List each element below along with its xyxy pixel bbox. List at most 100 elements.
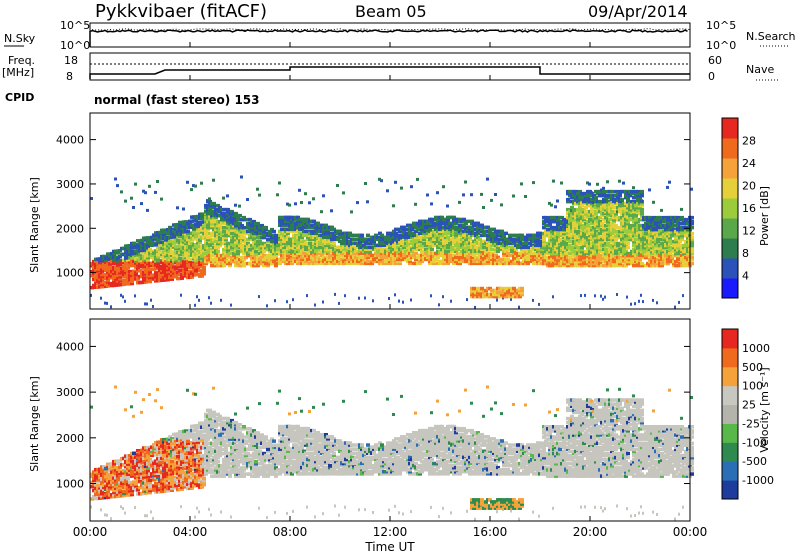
- range-gate-cell: [644, 233, 648, 238]
- range-gate-cell: [580, 193, 584, 198]
- range-gate-cell: [614, 199, 618, 204]
- range-gate-cell: [594, 211, 598, 216]
- range-gate-cell: [330, 225, 334, 230]
- range-gate-cell: [340, 235, 344, 240]
- range-gate-cell: [638, 299, 640, 303]
- range-gate-cell: [342, 245, 346, 250]
- range-gate-cell: [580, 235, 584, 240]
- range-gate-cell: [192, 227, 196, 231]
- range-gate-cell: [136, 261, 140, 265]
- range-gate-cell: [200, 274, 204, 278]
- range-gate-cell: [580, 219, 584, 224]
- range-gate-cell: [188, 259, 192, 263]
- range-gate-cell: [430, 255, 434, 260]
- range-gate-cell: [248, 217, 252, 222]
- range-gate-cell: [230, 227, 234, 232]
- range-gate-cell: [650, 251, 654, 256]
- range-gate-cell: [382, 241, 386, 246]
- range-gate-cell: [668, 237, 672, 242]
- range-gate-cell: [634, 233, 638, 238]
- range-gate-cell: [306, 294, 308, 298]
- range-gate-cell: [148, 269, 152, 274]
- range-gate-cell: [178, 230, 182, 235]
- range-gate-cell: [472, 241, 476, 246]
- range-gate-cell: [682, 251, 686, 256]
- range-gate-cell: [432, 261, 436, 266]
- range-gate-cell: [452, 241, 456, 246]
- range-gate-cell: [648, 257, 652, 262]
- range-gate-cell: [654, 229, 658, 234]
- range-gate-cell: [136, 257, 140, 261]
- range-gate-cell: [636, 231, 640, 236]
- range-gate-cell: [390, 253, 394, 258]
- range-gate-cell: [650, 229, 654, 234]
- range-gate-cell: [374, 233, 378, 238]
- range-gate-cell: [330, 237, 334, 242]
- range-gate-cell: [352, 233, 356, 238]
- range-gate-cell: [460, 241, 464, 246]
- range-gate-cell: [228, 213, 232, 218]
- range-gate-cell: [690, 249, 694, 254]
- range-gate-cell: [470, 193, 473, 197]
- range-gate-cell: [608, 233, 612, 238]
- range-gate-cell: [336, 237, 340, 242]
- range-gate-cell: [676, 241, 680, 246]
- range-gate-cell: [248, 233, 252, 238]
- range-gate-cell: [350, 245, 354, 250]
- range-gate-cell: [476, 261, 480, 266]
- range-gate-cell: [632, 239, 636, 244]
- range-gate-cell: [658, 229, 662, 234]
- range-gate-cell: [238, 204, 241, 208]
- range-gate-cell: [276, 249, 280, 254]
- range-gate-cell: [322, 300, 324, 304]
- range-gate-cell: [250, 225, 254, 230]
- range-gate-cell: [284, 223, 288, 228]
- range-gate-cell: [224, 237, 228, 242]
- colorbar-swatch: [722, 118, 738, 139]
- range-gate-cell: [332, 255, 336, 260]
- range-gate-cell: [114, 177, 117, 181]
- range-gate-cell: [226, 253, 230, 258]
- range-gate-cell: [252, 223, 256, 228]
- range-gate-cell: [322, 194, 325, 198]
- range-gate-cell: [558, 237, 562, 242]
- range-gate-cell: [368, 249, 372, 254]
- range-gate-cell: [292, 225, 296, 230]
- range-gate-cell: [658, 225, 662, 230]
- range-gate-cell: [104, 274, 108, 278]
- range-gate-cell: [606, 203, 610, 208]
- range-gate-cell: [632, 205, 636, 210]
- range-gate-cell: [682, 227, 686, 232]
- range-gate-cell: [614, 211, 618, 216]
- range-gate-cell: [202, 268, 206, 272]
- range-gate-cell: [150, 253, 154, 258]
- range-gate-cell: [596, 207, 600, 212]
- range-gate-cell: [500, 292, 504, 297]
- range-gate-cell: [488, 231, 492, 236]
- range-gate-cell: [620, 237, 624, 242]
- range-gate-cell: [320, 241, 324, 246]
- range-gate-cell: [634, 257, 638, 262]
- range-gate-cell: [326, 229, 330, 234]
- range-gate-cell: [428, 243, 432, 248]
- range-gate-cell: [222, 231, 226, 236]
- range-gate-cell: [288, 259, 292, 264]
- range-gate-cell: [196, 295, 198, 299]
- range-gate-cell: [662, 215, 666, 220]
- range-gate-cell: [610, 225, 614, 230]
- range-gate-cell: [298, 225, 302, 230]
- range-gate-cell: [154, 251, 158, 255]
- range-gate-cell: [392, 229, 396, 234]
- range-gate-cell: [330, 249, 334, 254]
- range-gate-cell: [226, 259, 230, 264]
- beam-title: Beam 05: [355, 2, 427, 21]
- range-gate-cell: [368, 247, 372, 252]
- range-gate-cell: [152, 305, 154, 308]
- range-gate-cell: [424, 223, 428, 228]
- range-gate-cell: [150, 249, 154, 254]
- range-gate-cell: [262, 249, 266, 254]
- range-gate-cell: [584, 251, 588, 256]
- range-gate-cell: [524, 195, 527, 198]
- range-gate-cell: [436, 255, 440, 260]
- range-gate-cell: [222, 213, 226, 218]
